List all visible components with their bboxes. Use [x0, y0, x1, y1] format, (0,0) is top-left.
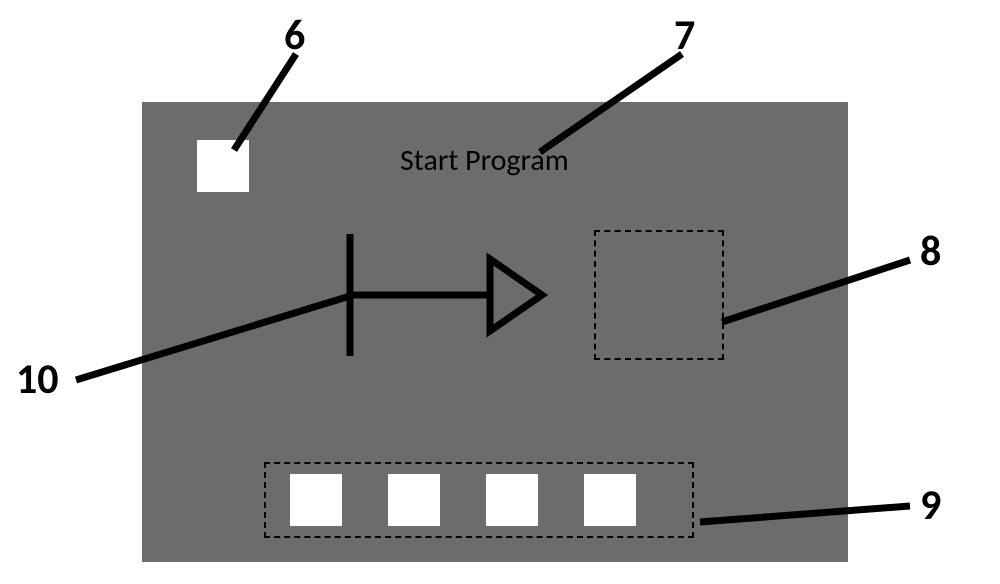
- callout-6: 6: [284, 10, 305, 61]
- callout-10: 10: [16, 354, 59, 405]
- tray-slot-4: [584, 474, 636, 526]
- tray-slot-1: [290, 474, 342, 526]
- callout-7: 7: [674, 10, 695, 61]
- tray-slot-3: [486, 474, 538, 526]
- callout-8: 8: [920, 226, 941, 277]
- diagram-stage: Start Program 6 7 8 9 10: [0, 0, 1000, 584]
- drop-target: [594, 230, 724, 360]
- tray-slot-2: [388, 474, 440, 526]
- panel-title: Start Program: [400, 142, 569, 179]
- callout-9: 9: [920, 480, 941, 531]
- icon-square: [197, 140, 249, 192]
